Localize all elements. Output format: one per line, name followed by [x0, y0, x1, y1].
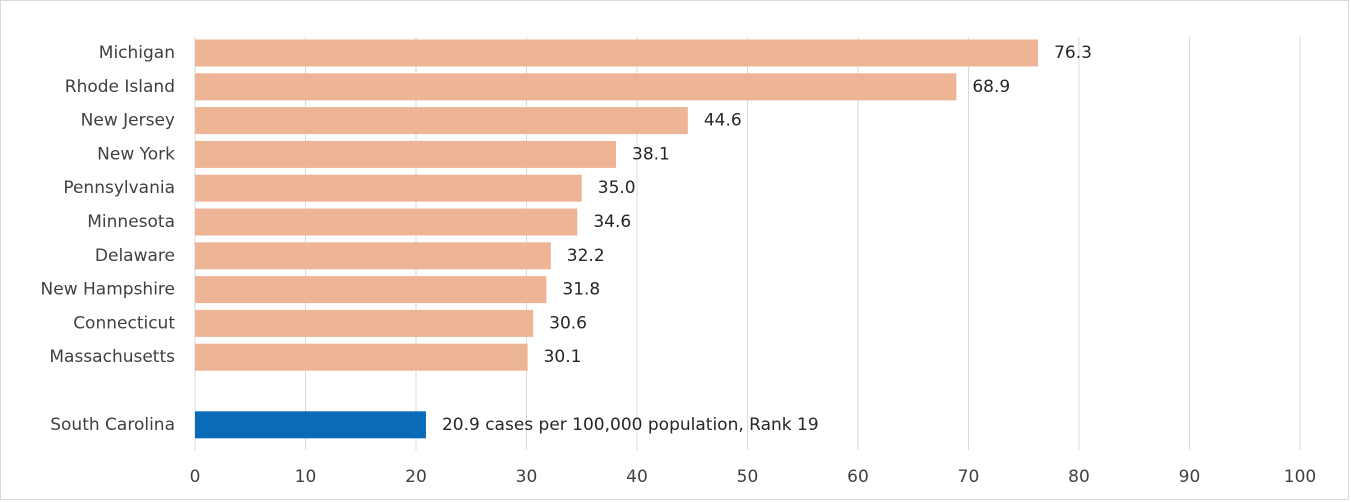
- category-label: New Jersey: [81, 111, 175, 131]
- x-tick-label: 70: [958, 467, 980, 487]
- data-label: 31.8: [562, 280, 600, 300]
- data-label: 44.6: [704, 111, 742, 131]
- category-label: Connecticut: [73, 313, 175, 333]
- category-label: Pennsylvania: [63, 178, 175, 198]
- bar-massachusetts: [195, 343, 528, 371]
- x-tick-label: 80: [1068, 467, 1090, 487]
- data-label: 38.1: [632, 144, 670, 164]
- bar-new-hampshire: [195, 276, 547, 304]
- label-layer: Michigan 76.3 Rhode Island 68.9 New Jersey 44…: [41, 43, 1092, 435]
- grid-layer: [194, 37, 1301, 450]
- x-tick-label: 0: [190, 467, 201, 487]
- category-label: South Carolina: [50, 415, 175, 435]
- x-tick-label: 10: [295, 467, 317, 487]
- bar-minnesota: [195, 208, 578, 236]
- data-label: 20.9 cases per 100,000 population, Rank …: [442, 415, 819, 435]
- bar-south-carolina: [195, 411, 426, 439]
- data-label: 32.2: [567, 246, 605, 266]
- x-tick-label: 30: [516, 467, 538, 487]
- x-tick-label: 60: [847, 467, 869, 487]
- category-label: New Hampshire: [41, 280, 175, 300]
- data-label: 30.1: [544, 347, 582, 367]
- category-label: Michigan: [99, 43, 175, 63]
- x-tick-label: 20: [405, 467, 427, 487]
- category-label: Massachusetts: [49, 347, 175, 367]
- bar-connecticut: [195, 309, 534, 337]
- bar-new-jersey: [195, 107, 688, 135]
- category-label: Delaware: [95, 246, 175, 266]
- bar-pennsylvania: [195, 174, 582, 202]
- data-label: 34.6: [593, 212, 631, 232]
- data-label: 30.6: [549, 313, 587, 333]
- category-label: Minnesota: [87, 212, 175, 232]
- bar-rhode-island: [195, 73, 957, 101]
- bar-delaware: [195, 242, 551, 270]
- bar-michigan: [195, 39, 1039, 67]
- x-axis: 0 10 20 30 40 50 60 70 80 90 100: [190, 467, 1317, 487]
- data-label: 35.0: [598, 178, 636, 198]
- category-label: Rhode Island: [65, 77, 175, 97]
- x-tick-label: 40: [626, 467, 648, 487]
- category-label: New York: [97, 144, 175, 164]
- data-label: 68.9: [972, 77, 1010, 97]
- x-tick-label: 100: [1284, 467, 1316, 487]
- bar-layer: [195, 39, 1039, 439]
- data-label: 76.3: [1054, 43, 1092, 63]
- x-tick-label: 90: [1179, 467, 1201, 487]
- x-tick-label: 50: [737, 467, 759, 487]
- bar-new-york: [195, 140, 617, 168]
